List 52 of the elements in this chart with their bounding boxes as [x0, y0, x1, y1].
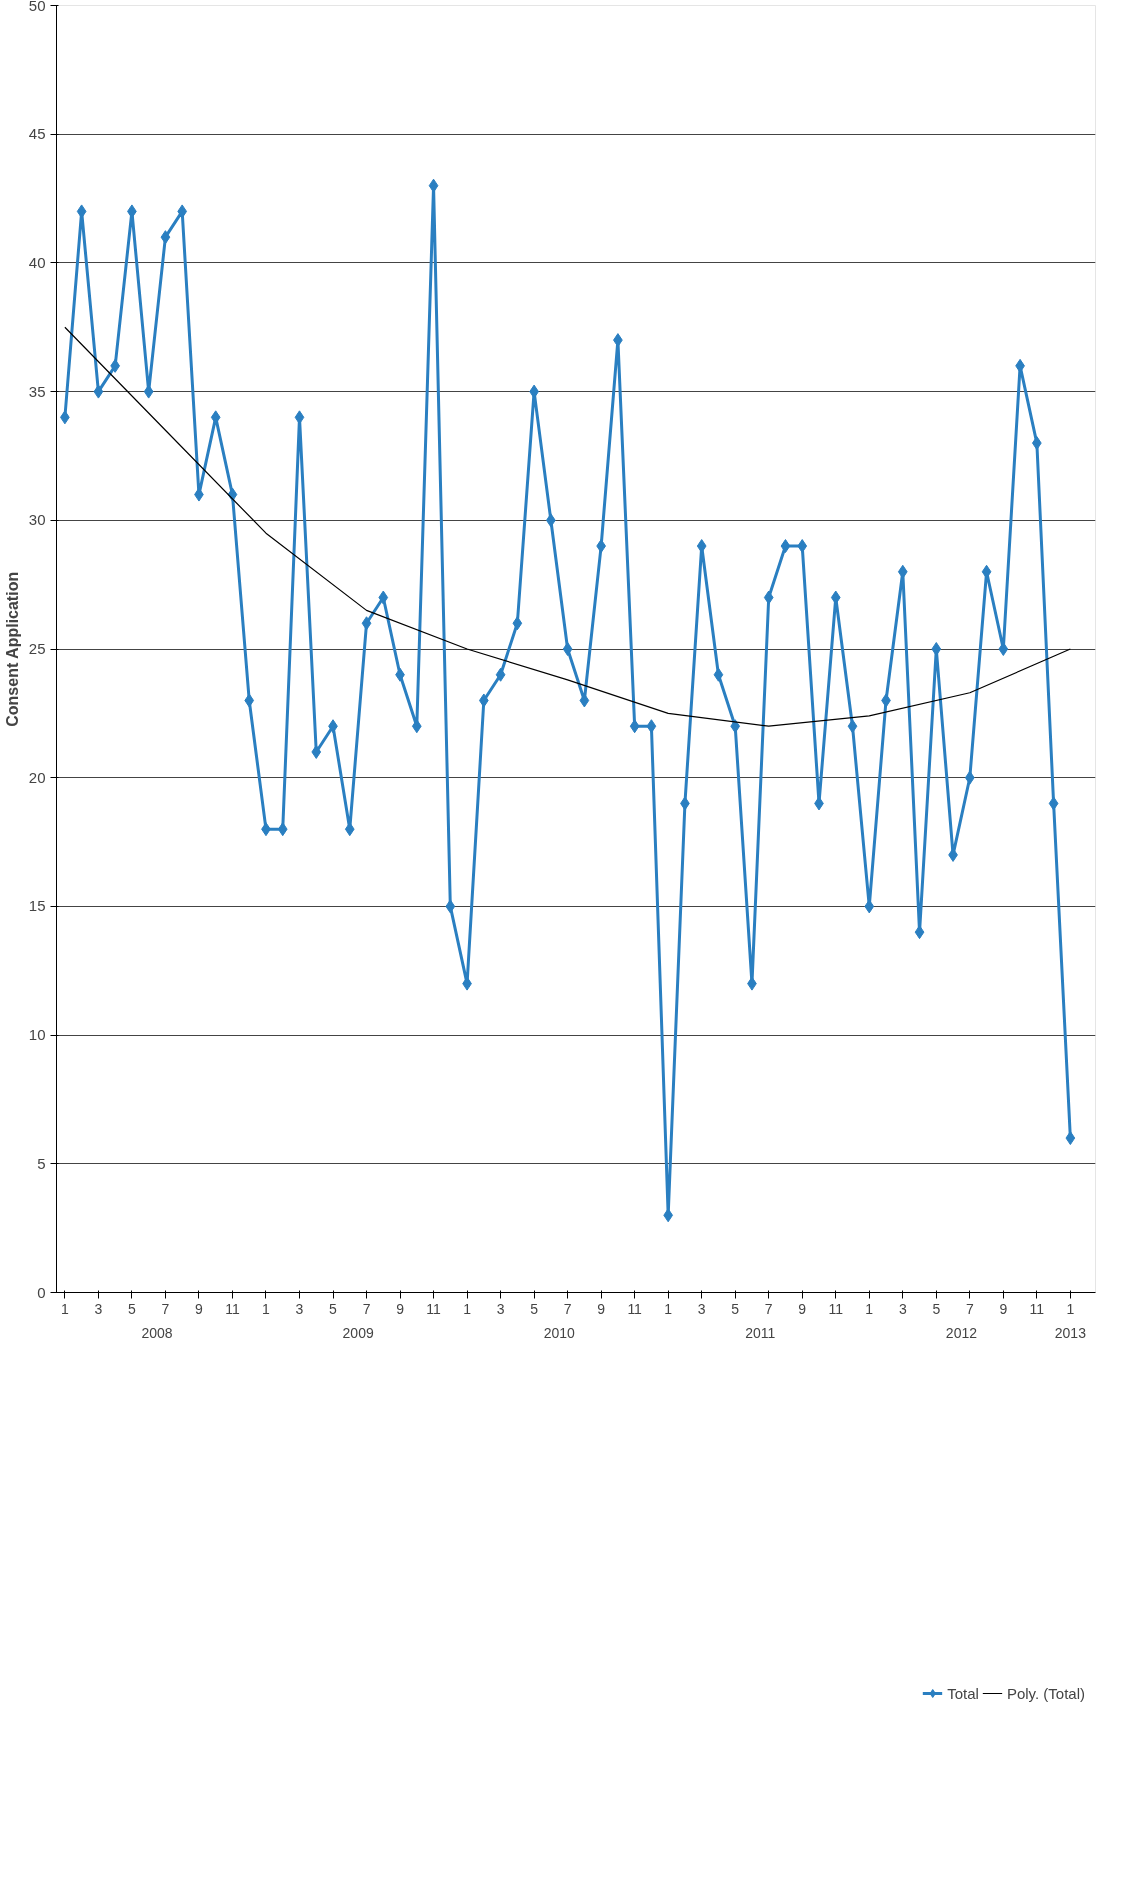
x-tick-label: 5	[731, 1300, 740, 1317]
x-tick-label: 1	[60, 1300, 69, 1317]
y-tick-label: 5	[37, 1154, 46, 1172]
y-tick-label: 30	[28, 511, 46, 529]
x-tick-label: 3	[295, 1300, 304, 1317]
text: 2008	[141, 1324, 173, 1341]
x-tick-label: 9	[597, 1300, 606, 1317]
x-tick-label: 11	[627, 1300, 643, 1317]
y-axis-title: Consent Application	[3, 571, 21, 727]
x-tick-label: 1	[463, 1300, 472, 1317]
x-tick-label: 5	[932, 1300, 941, 1317]
y-tick-label: 10	[28, 1026, 46, 1044]
x-tick-label: 9	[195, 1300, 204, 1317]
x-tick-label: 9	[999, 1300, 1008, 1317]
text: 2013	[1054, 1324, 1087, 1341]
x-tick-label: 3	[697, 1300, 706, 1317]
y-tick-label: 25	[28, 640, 46, 657]
x-tick-label: 9	[396, 1300, 405, 1317]
x-tick-label: 11	[828, 1300, 844, 1317]
x-tick-label: 7	[563, 1300, 572, 1317]
y-tick-label: 50	[28, 0, 46, 14]
y-tick-label: 35	[28, 382, 46, 400]
x-tick-label: 7	[965, 1300, 974, 1317]
x-tick-label: 11	[1029, 1300, 1045, 1317]
line-series	[64, 326, 1071, 727]
legend-label: Total	[947, 1684, 979, 1702]
y-tick-label: 40	[28, 253, 46, 271]
x-tick-label: 1	[1066, 1300, 1075, 1317]
x-tick-label: 5	[530, 1300, 539, 1317]
y-tick-label: 15	[28, 897, 46, 915]
legend-label: Poly. (Total)	[1006, 1684, 1085, 1702]
x-tick-label: 1	[664, 1300, 673, 1317]
x-tick-label: 7	[764, 1300, 773, 1317]
x-tick-label: 5	[128, 1300, 137, 1317]
text: 2011	[745, 1324, 776, 1341]
x-tick-label: 3	[898, 1300, 907, 1317]
x-tick-label: 7	[362, 1300, 371, 1317]
y-tick-label: 0	[37, 1283, 46, 1301]
x-tick-label: 11	[426, 1300, 442, 1317]
y-tick-label: 45	[28, 125, 46, 143]
text: 2012	[945, 1324, 978, 1341]
x-tick-label: 3	[94, 1300, 103, 1317]
y-tick-label: 20	[28, 768, 46, 786]
x-tick-label: 11	[225, 1300, 240, 1317]
x-tick-label: 9	[798, 1300, 807, 1317]
x-tick-label: 3	[496, 1300, 505, 1317]
x-tick-label: 1	[262, 1300, 271, 1317]
x-tick-label: 7	[161, 1300, 170, 1317]
text: 2009	[342, 1324, 374, 1341]
text: 2010	[543, 1324, 576, 1341]
x-tick-label: 5	[329, 1300, 338, 1317]
x-tick-label: 1	[865, 1300, 874, 1317]
